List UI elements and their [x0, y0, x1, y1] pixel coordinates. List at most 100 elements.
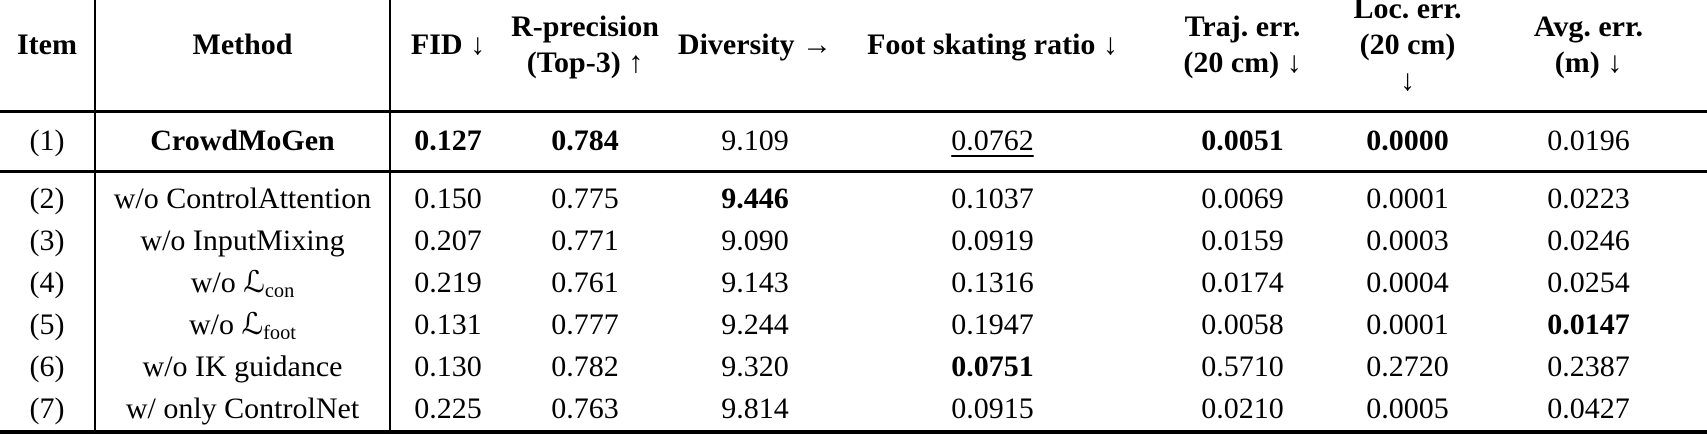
method-cell: w/o InputMixing: [95, 219, 391, 262]
header-cell-item: Item: [0, 0, 96, 113]
method-cell: w/ only ControlNet: [95, 387, 391, 432]
fid-cell: 0.207: [414, 223, 482, 257]
header-label: Item: [17, 27, 77, 61]
avg-err-cell: 0.0147: [1547, 307, 1630, 341]
header-cell-diversity: Diversity →: [665, 0, 845, 113]
loc-err-cell: 0.0001: [1366, 307, 1449, 341]
foot-skating-cell: 0.0919: [951, 223, 1034, 257]
traj-err-cell: 0.0210: [1201, 391, 1284, 425]
diversity-cell: 9.109: [665, 111, 845, 173]
diversity-cell: 9.446: [721, 181, 789, 215]
fid-cell: 0.131: [414, 307, 482, 341]
fid-cell: 0.130: [414, 349, 482, 383]
header-cell-foot-skating-ratio: Foot skating ratio ↓: [845, 0, 1140, 113]
diversity-cell: 9.143: [721, 265, 789, 299]
table-row: (4) w/o ℒcon 0.219 0.761 9.143 0.1316 0.…: [0, 261, 1707, 304]
diversity-cell: 9.244: [721, 307, 789, 341]
loc-err-cell: 0.0000: [1345, 111, 1470, 173]
traj-err-cell: 0.0174: [1201, 265, 1284, 299]
r-precision-cell: 0.771: [551, 223, 619, 257]
diversity-cell: 9.320: [721, 349, 789, 383]
r-precision-cell: 0.761: [551, 265, 619, 299]
item-cell: (6): [0, 345, 96, 388]
header-label-line2: (m) ↓: [1554, 45, 1623, 79]
table-row: (5) w/o ℒfoot 0.131 0.777 9.244 0.1947 0…: [0, 303, 1707, 346]
method-subscript: foot: [263, 321, 296, 344]
foot-skating-cell: 0.1037: [951, 181, 1034, 215]
avg-err-cell: 0.0223: [1547, 181, 1630, 215]
table-header: Item Method FID ↓ R-precision (Top-3) ↑ D…: [0, 0, 1707, 113]
method-label: w/o ℒ: [190, 265, 265, 299]
header-label: FID ↓: [410, 27, 486, 61]
method-subscript: con: [264, 279, 295, 302]
header-label: R-precision: [511, 9, 659, 43]
table-row: (3) w/o InputMixing 0.207 0.771 9.090 0.…: [0, 219, 1707, 262]
header-cell-r-precision: R-precision (Top-3) ↑: [505, 0, 665, 113]
foot-skating-cell: 0.0762: [845, 111, 1140, 173]
fid-cell: 0.219: [414, 265, 482, 299]
item-cell: (5): [0, 303, 96, 346]
loc-err-cell: 0.2720: [1366, 349, 1449, 383]
header-label: Diversity →: [677, 27, 833, 61]
underlined-value: 0.0762: [951, 123, 1034, 157]
traj-err-cell: 0.0051: [1140, 111, 1345, 173]
table-row: (1) CrowdMoGen 0.127 0.784 9.109 0.0762 …: [0, 111, 1707, 173]
header-label-line2: (20 cm) ↓: [1183, 45, 1302, 79]
header-label: Avg. err.: [1533, 9, 1644, 43]
table-row: (7) w/ only ControlNet 0.225 0.763 9.814…: [0, 387, 1707, 432]
r-precision-cell: 0.784: [505, 111, 665, 173]
fid-cell: 0.150: [414, 181, 482, 215]
r-precision-cell: 0.777: [551, 307, 619, 341]
loc-err-cell: 0.0005: [1366, 391, 1449, 425]
foot-skating-cell: 0.1947: [951, 307, 1034, 341]
diversity-cell: 9.090: [721, 223, 789, 257]
loc-err-cell: 0.0001: [1366, 181, 1449, 215]
method-cell: w/o ℒfoot: [95, 303, 391, 346]
item-cell: (1): [0, 111, 96, 173]
header-label-line2: (20 cm) ↓: [1359, 27, 1456, 97]
avg-err-cell: 0.2387: [1547, 349, 1630, 383]
table-row: (2) w/o ControlAttention 0.150 0.775 9.4…: [0, 171, 1707, 220]
foot-skating-cell: 0.0915: [951, 391, 1034, 425]
method-cell: w/o ControlAttention: [95, 171, 391, 220]
loc-err-cell: 0.0003: [1366, 223, 1449, 257]
diversity-cell: 9.814: [721, 391, 789, 425]
item-cell: (4): [0, 261, 96, 304]
avg-err-cell: 0.0254: [1547, 265, 1630, 299]
item-cell: (2): [0, 171, 96, 220]
method-cell: w/o IK guidance: [95, 345, 391, 388]
header-label: Traj. err.: [1184, 9, 1301, 43]
header-cell-loc-err: Loc. err. (20 cm) ↓: [1345, 0, 1470, 113]
r-precision-cell: 0.763: [551, 391, 619, 425]
fid-cell: 0.127: [390, 111, 505, 173]
header-cell-method: Method: [95, 0, 391, 113]
foot-skating-cell: 0.1316: [951, 265, 1034, 299]
r-precision-cell: 0.782: [551, 349, 619, 383]
table-row: (6) w/o IK guidance 0.130 0.782 9.320 0.…: [0, 345, 1707, 388]
avg-err-cell: 0.0246: [1547, 223, 1630, 257]
item-cell: (3): [0, 219, 96, 262]
loc-err-cell: 0.0004: [1366, 265, 1449, 299]
header-label-line2: (Top-3) ↑: [526, 45, 644, 79]
item-cell: (7): [0, 387, 96, 432]
header-cell-avg-err: Avg. err. (m) ↓: [1470, 0, 1707, 113]
traj-err-cell: 0.0069: [1201, 181, 1284, 215]
traj-err-cell: 0.0159: [1201, 223, 1284, 257]
header-cell-traj-err: Traj. err. (20 cm) ↓: [1140, 0, 1345, 113]
header-label: Foot skating ratio ↓: [867, 27, 1118, 61]
header-label: Loc. err.: [1353, 0, 1462, 25]
fid-cell: 0.225: [414, 391, 482, 425]
header-label: Method: [192, 27, 293, 61]
method-cell: w/o ℒcon: [95, 261, 391, 304]
r-precision-cell: 0.775: [551, 181, 619, 215]
table-header-row: Item Method FID ↓ R-precision (Top-3) ↑ D…: [0, 0, 1707, 113]
avg-err-cell: 0.0196: [1470, 111, 1707, 173]
method-label: w/o ℒ: [189, 307, 264, 341]
header-cell-fid: FID ↓: [390, 0, 505, 113]
foot-skating-cell: 0.0751: [951, 349, 1034, 383]
traj-err-cell: 0.0058: [1201, 307, 1284, 341]
avg-err-cell: 0.0427: [1547, 391, 1630, 425]
method-cell: CrowdMoGen: [95, 111, 391, 173]
table-body: (1) CrowdMoGen 0.127 0.784 9.109 0.0762 …: [0, 111, 1707, 432]
traj-err-cell: 0.5710: [1201, 349, 1284, 383]
